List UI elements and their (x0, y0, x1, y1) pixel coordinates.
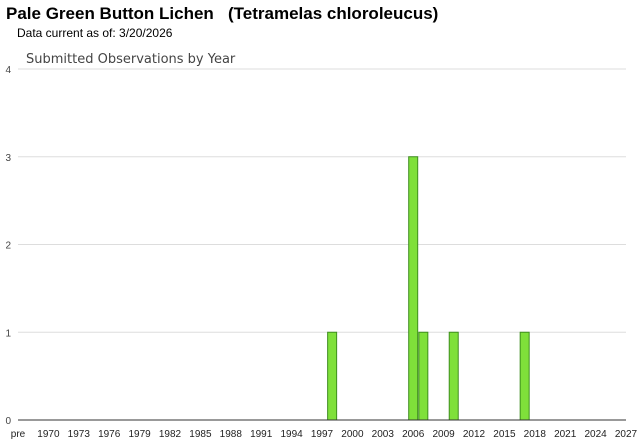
x-tick-label: 1994 (280, 429, 303, 440)
y-tick-label: 4 (5, 65, 11, 76)
x-tick-label: 2012 (463, 429, 486, 440)
x-tick-label: 1970 (37, 429, 60, 440)
bar-2017 (519, 331, 530, 421)
y-tick-label: 2 (5, 241, 11, 252)
x-tick-label: 2015 (493, 429, 516, 440)
bar-layer (327, 156, 530, 421)
x-tick-label: 1982 (159, 429, 182, 440)
chart-title: Submitted Observations by Year (26, 52, 236, 67)
x-tick-label: 1997 (311, 429, 334, 440)
x-tick-label: 2027 (615, 429, 638, 440)
bar-2007 (418, 331, 429, 421)
grid-layer (18, 68, 626, 333)
x-tick-label: 1988 (220, 429, 243, 440)
x-tick-label: 2000 (341, 429, 364, 440)
axis-layer: 0 1 2 3 4 pre 1970 1973 1976 1979 1982 1985 1988 1991… (5, 65, 637, 440)
y-tick-label: 0 (5, 416, 11, 427)
x-tick-label: 1991 (250, 429, 273, 440)
y-tick-label: 3 (5, 153, 11, 164)
page-title: Pale Green Button Lichen (Tetramelas chl… (6, 4, 439, 23)
x-tick-label: pre (11, 429, 26, 440)
bar-1998 (327, 331, 338, 421)
x-tick-label: 2021 (554, 429, 577, 440)
bar-2010 (448, 331, 459, 421)
x-tick-label: 2024 (584, 429, 607, 440)
x-tick-label: 2018 (524, 429, 547, 440)
bar-2006 (408, 156, 419, 421)
x-tick-label: 2009 (432, 429, 455, 440)
x-tick-label: 1976 (98, 429, 121, 440)
x-tick-label: 1979 (128, 429, 151, 440)
data-date-subtitle: Data current as of: 3/20/2026 (17, 26, 173, 40)
x-tick-label: 2006 (402, 429, 425, 440)
x-tick-label: 1973 (68, 429, 91, 440)
y-tick-label: 1 (5, 328, 11, 339)
x-tick-label: 2003 (372, 429, 395, 440)
x-tick-label: 1985 (189, 429, 212, 440)
